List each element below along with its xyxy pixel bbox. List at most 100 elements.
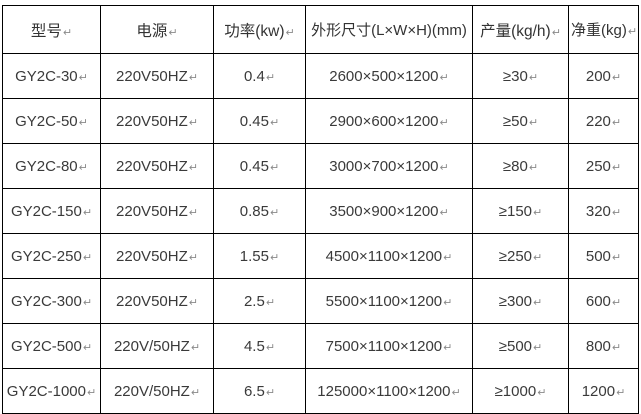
cell-capacity-value: ≥300 [498,292,533,310]
paragraph-mark-icon: ↵ [528,70,539,84]
table-row: GY2C-250↵ 220V50HZ↵ 1.55↵ 4500×1100×1200↵ ≥2… [2,233,639,279]
paragraph-mark-icon: ↵ [78,70,88,84]
cell-model-value: GY2C-150 [10,202,82,220]
cell-dimensions-value: 4500×1100×1200 [325,247,443,265]
cell-capacity: ≥50↵ [472,98,569,144]
cell-capacity: ≥250↵ [472,233,569,279]
cell-power_supply-value: 220V/50HZ [113,382,190,400]
cell-power_supply-value: 220V50HZ [116,112,188,130]
cell-net_weight: 250↵ [568,143,639,189]
cell-dimensions: 2600×500×1200↵ [305,53,473,99]
cell-power: 0.45↵ [213,98,306,144]
cell-model-value: GY2C-30 [15,67,78,85]
column-header-dimensions: 外形尺寸(L×W×H)(mm) [305,5,473,54]
cell-power: 0.4↵ [213,53,306,99]
cell-dimensions-value: 3500×900×1200 [329,202,439,220]
paragraph-mark-icon: ↵ [443,340,453,354]
cell-power-value: 0.4 [243,67,265,85]
cell-net_weight-value: 800 [585,337,611,355]
column-header-power-label: 功率(kw) [224,22,285,40]
cell-dimensions-value: 5500×1100×1200 [325,292,443,310]
cell-dimensions: 3000×700×1200↵ [305,143,473,189]
paragraph-mark-icon: ↵ [188,70,198,84]
table-row: GY2C-50↵ 220V50HZ↵ 0.45↵ 2900×600×1200↵ ≥50↵… [2,98,639,144]
cell-dimensions-value: 2900×600×1200 [329,112,439,130]
cell-power-value: 1.55 [239,247,269,265]
paragraph-mark-icon: ↵ [443,250,453,264]
cell-power-value: 4.5 [243,337,265,355]
column-header-model-label: 型号 [30,22,62,40]
paragraph-mark-icon: ↵ [611,160,622,174]
cell-power: 4.5↵ [213,323,306,369]
table-row: GY2C-80↵ 220V50HZ↵ 0.45↵ 3000×700×1200↵ ≥80↵… [2,143,639,189]
paragraph-mark-icon: ↵ [269,205,280,219]
cell-model: GY2C-80↵ [2,143,101,189]
specification-table-container: 型号↵ 电源↵ 功率(kw)↵ 外形尺寸(L×W×H)(mm) 产量(kg/h)… [2,5,639,414]
cell-power_supply: 220V50HZ↵ [100,233,214,279]
cell-power: 1.55↵ [213,233,306,279]
paragraph-mark-icon: ↵ [78,160,88,174]
paragraph-mark-icon: ↵ [265,295,276,309]
cell-net_weight: 800↵ [568,323,639,369]
paragraph-mark-icon: ↵ [533,295,543,309]
cell-net_weight: 320↵ [568,188,639,234]
cell-model: GY2C-500↵ [2,323,101,369]
column-header-capacity: 产量(kg/h)↵ [472,5,569,54]
cell-power-value: 6.5 [243,382,265,400]
paragraph-mark-icon: ↵ [451,385,461,399]
cell-net_weight-value: 200 [585,67,611,85]
cell-power_supply: 220V50HZ↵ [100,143,214,189]
cell-dimensions-value: 7500×1100×1200 [325,337,443,355]
column-header-net-weight-label: 净重(kg) [571,22,627,39]
cell-power_supply-value: 220V50HZ [116,67,188,85]
cell-power_supply-value: 220V50HZ [116,292,188,310]
cell-capacity-value: ≥150 [498,202,533,220]
paragraph-mark-icon: ↵ [269,250,280,264]
cell-net_weight: 600↵ [568,278,639,324]
cell-model: GY2C-300↵ [2,278,101,324]
table-body: GY2C-30↵ 220V50HZ↵ 0.4↵ 2600×500×1200↵ ≥30↵ 2… [2,53,639,414]
cell-power_supply-value: 220V50HZ [116,202,188,220]
paragraph-mark-icon: ↵ [265,385,276,399]
paragraph-mark-icon: ↵ [439,160,449,174]
paragraph-mark-icon: ↵ [82,340,93,354]
cell-net_weight-value: 220 [585,112,611,130]
paragraph-mark-icon: ↵ [611,250,622,264]
cell-dimensions-value: 2600×500×1200 [329,67,439,85]
paragraph-mark-icon: ↵ [168,25,178,39]
table-header: 型号↵ 电源↵ 功率(kw)↵ 外形尺寸(L×W×H)(mm) 产量(kg/h)… [2,5,639,54]
cell-net_weight: 220↵ [568,98,639,144]
cell-capacity-value: ≥50 [502,112,528,130]
cell-net_weight-value: 250 [585,157,611,175]
cell-model: GY2C-30↵ [2,53,101,99]
cell-dimensions: 7500×1100×1200↵ [305,323,473,369]
cell-power: 0.85↵ [213,188,306,234]
cell-net_weight-value: 500 [585,247,611,265]
cell-power-value: 2.5 [243,292,265,310]
paragraph-mark-icon: ↵ [269,160,280,174]
paragraph-mark-icon: ↵ [87,385,97,399]
paragraph-mark-icon: ↵ [533,250,543,264]
paragraph-mark-icon: ↵ [82,250,93,264]
cell-net_weight-value: 320 [585,202,611,220]
column-header-capacity-label: 产量(kg/h) [480,22,551,40]
cell-dimensions: 4500×1100×1200↵ [305,233,473,279]
cell-net_weight-value: 600 [585,292,611,310]
cell-model-value: GY2C-500 [10,337,82,355]
table-row: GY2C-1000↵ 220V/50HZ↵ 6.5↵ 125000×1100×1200… [2,368,639,414]
cell-net_weight-value: 1200 [581,382,616,400]
cell-net_weight: 500↵ [568,233,639,279]
cell-model-value: GY2C-250 [10,247,82,265]
paragraph-mark-icon: ↵ [611,340,622,354]
cell-capacity: ≥1000↵ [472,368,569,414]
paragraph-mark-icon: ↵ [269,115,280,129]
cell-capacity: ≥80↵ [472,143,569,189]
paragraph-mark-icon: ↵ [285,25,295,39]
paragraph-mark-icon: ↵ [82,205,93,219]
paragraph-mark-icon: ↵ [439,70,449,84]
paragraph-mark-icon: ↵ [82,295,93,309]
paragraph-mark-icon: ↵ [78,115,88,129]
cell-capacity: ≥150↵ [472,188,569,234]
paragraph-mark-icon: ↵ [611,295,622,309]
column-header-power: 功率(kw)↵ [213,5,306,54]
